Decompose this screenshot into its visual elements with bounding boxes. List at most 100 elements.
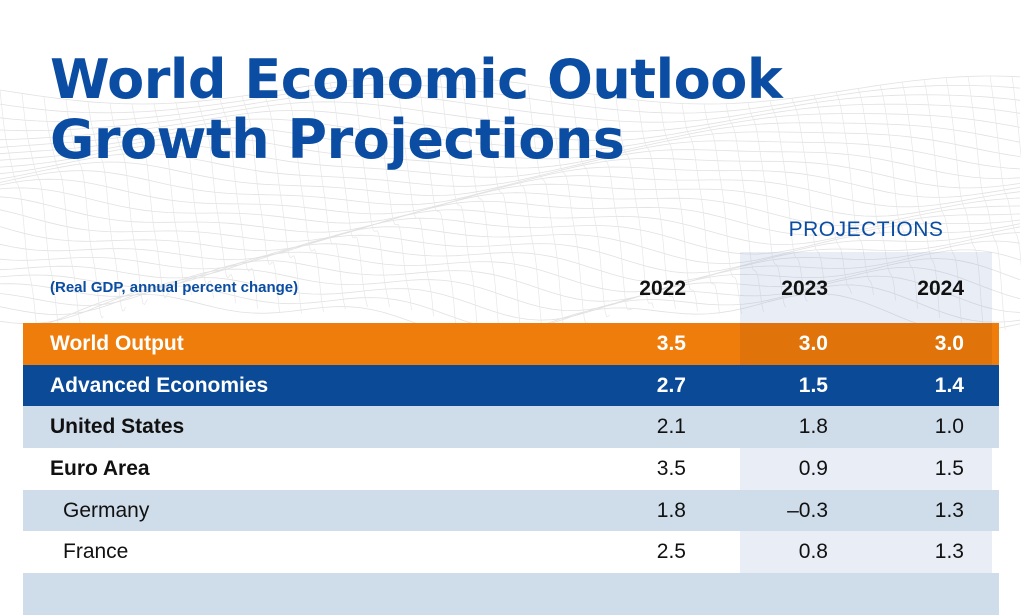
mesh-line (0, 127, 1021, 160)
mesh-line (0, 161, 1021, 198)
row-label: Euro Area (50, 457, 150, 481)
mesh-line (549, 87, 588, 325)
mesh-line (0, 92, 1021, 123)
mesh-line (109, 103, 148, 306)
mesh-line (527, 84, 566, 330)
mesh-line (967, 76, 1006, 330)
cell-2023: 3.0 (798, 332, 828, 355)
cell-2024: 1.3 (934, 540, 964, 564)
table-row (23, 573, 999, 615)
mesh-line (0, 232, 1021, 274)
table-row: Advanced Economies 2.7 1.5 1.4 (23, 364, 999, 407)
mesh-line (263, 92, 302, 314)
mesh-line (725, 103, 764, 312)
mesh-line (989, 75, 1021, 268)
mesh-line (351, 80, 390, 307)
mesh-line (153, 103, 192, 295)
mesh-line (461, 77, 500, 330)
projections-label: PROJECTIONS (788, 218, 944, 241)
mesh-line (87, 101, 126, 312)
row-label: Germany (63, 498, 150, 522)
mesh-line (23, 293, 1021, 330)
mesh-line (175, 102, 214, 298)
mesh-line (0, 118, 1021, 151)
mesh-line (373, 78, 412, 311)
units-subtitle: (Real GDP, annual percent change) (50, 279, 299, 296)
cell-2022: 3.5 (656, 332, 686, 355)
mesh-line (395, 76, 434, 317)
mesh-line (0, 217, 1021, 255)
mesh-line (0, 187, 1021, 227)
cell-2023: 1.8 (798, 415, 828, 439)
table-row: Euro Area 3.5 0.9 1.5 (23, 448, 999, 490)
projection-cell-shade (740, 323, 992, 365)
mesh-line (879, 85, 918, 309)
mesh-line (0, 249, 1021, 293)
mesh-line (43, 96, 82, 326)
mesh-line (0, 275, 1021, 321)
mesh-line (637, 100, 676, 309)
mesh-line (0, 135, 1021, 170)
mesh-line (0, 178, 1021, 217)
mesh-line (1011, 76, 1021, 159)
cell-2024: 1.0 (934, 415, 964, 439)
mesh-line (0, 110, 1021, 141)
mesh-line (0, 267, 1021, 312)
mesh-line (21, 93, 60, 330)
row-label: Advanced Economies (50, 373, 269, 397)
column-header-2023: 2023 (781, 277, 828, 300)
cell-2022: 2.5 (656, 540, 686, 564)
mesh-line (241, 95, 280, 313)
table-row: United States 2.1 1.8 1.0 (23, 406, 999, 449)
mesh-line (0, 75, 1021, 105)
mesh-line (329, 82, 368, 307)
table-row: France 2.5 0.8 1.3 (23, 531, 999, 573)
row-label: United States (50, 415, 185, 439)
growth-table: World Output 3.5 3.0 3.0 Advanced Economies 2… (23, 323, 999, 615)
mesh-line (0, 196, 1021, 236)
mesh-line (791, 98, 830, 297)
mesh-line (0, 226, 1021, 264)
cell-2022: 2.1 (656, 415, 686, 439)
mesh-line (813, 95, 852, 294)
mesh-line (615, 97, 654, 309)
title-line-2: Growth Projections (50, 108, 625, 171)
row-label: World Output (50, 332, 184, 355)
mesh-line (417, 75, 456, 325)
mesh-line (571, 90, 610, 317)
mesh-line (923, 79, 962, 326)
mesh-line (285, 89, 324, 312)
mesh-line (857, 88, 896, 301)
mesh-line (0, 240, 1021, 283)
cell-2022: 3.5 (656, 457, 686, 481)
mesh-line (197, 101, 236, 304)
mesh-line (0, 209, 1021, 246)
mesh-line (65, 99, 104, 319)
table-row: World Output 3.5 3.0 3.0 (23, 323, 999, 365)
cell-2023: –0.3 (787, 498, 828, 522)
page-title: World Economic Outlook Growth Projection… (50, 48, 783, 171)
cell-2022: 1.8 (656, 498, 686, 522)
mesh-line (219, 98, 258, 309)
mesh-line (593, 94, 632, 311)
mesh-line (307, 85, 346, 310)
mesh-line (0, 101, 1021, 132)
mesh-line (659, 102, 698, 312)
mesh-line (483, 78, 521, 330)
mesh-line (0, 144, 1021, 179)
column-header-2024: 2024 (917, 277, 964, 300)
mesh-line (0, 89, 38, 330)
column-header-2022: 2022 (639, 277, 686, 300)
cell-2024: 1.3 (934, 498, 964, 522)
cell-2023: 1.5 (798, 373, 828, 397)
row-label: France (63, 540, 129, 564)
cell-2023: 0.8 (798, 540, 828, 564)
cell-2022: 2.7 (656, 373, 686, 397)
cell-2024: 1.4 (934, 373, 964, 397)
title-line-1: World Economic Outlook (50, 48, 783, 111)
cell-2024: 3.0 (934, 332, 964, 355)
mesh-line (0, 170, 1021, 208)
cell-2024: 1.5 (934, 457, 964, 481)
cell-2023: 0.9 (798, 457, 828, 481)
mesh-line (439, 76, 478, 330)
